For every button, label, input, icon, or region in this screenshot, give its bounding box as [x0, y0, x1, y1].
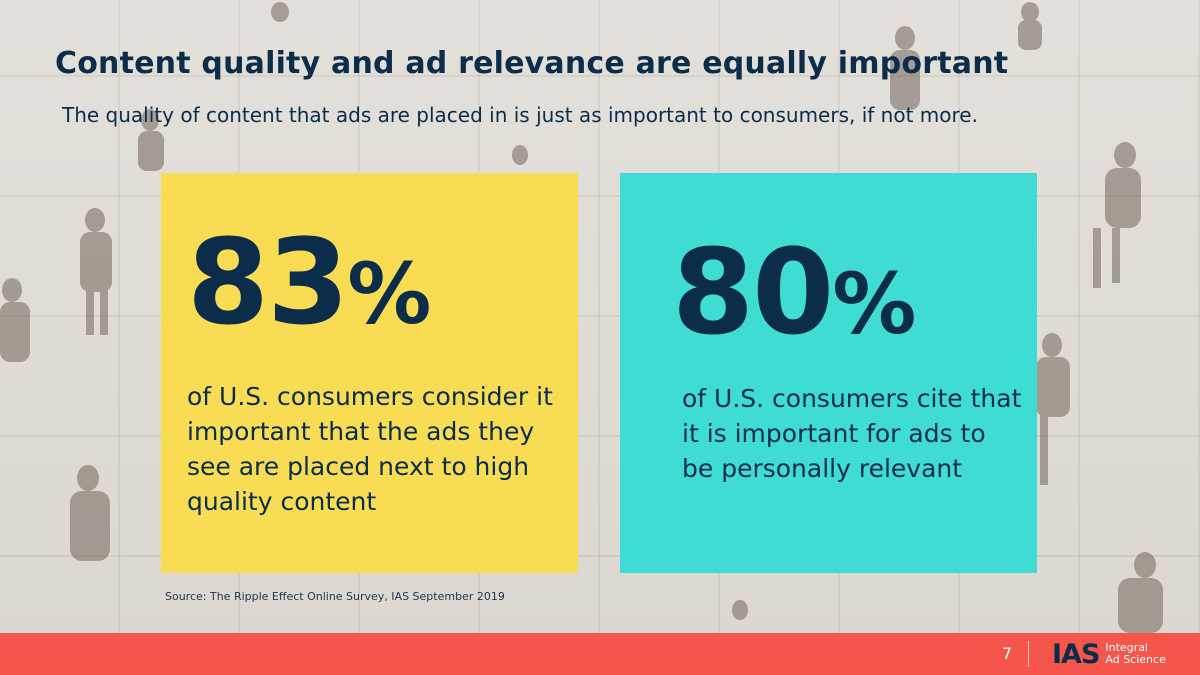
slide-title: Content quality and ad relevance are equ… [55, 46, 1009, 81]
logo-line-2: Ad Science [1105, 653, 1166, 666]
stat-description: of U.S. consumers cite that it is import… [682, 384, 1022, 483]
stat-value: 80% [672, 233, 916, 351]
stat-description: of U.S. consumers consider it important … [187, 382, 553, 516]
stat-value: 83% [187, 223, 431, 341]
footer-bar: 7 IAS Integral Ad Science [0, 633, 1200, 675]
stat-unit: % [347, 245, 432, 343]
stat-card-ad-relevance: 80% of U.S. consumers cite that it is im… [620, 173, 1037, 573]
logo-line-1: Integral [1105, 641, 1148, 654]
logo-wordmark: Integral Ad Science [1105, 642, 1165, 666]
stat-unit: % [832, 255, 917, 353]
logo-mark: IAS [1052, 638, 1100, 670]
footer-divider [1028, 641, 1029, 667]
stat-number: 83 [187, 213, 349, 351]
stat-number: 80 [672, 223, 834, 361]
stat-card-content-quality: 83% of U.S. consumers consider it import… [161, 173, 578, 573]
ias-logo: IAS Integral Ad Science [1052, 639, 1166, 669]
slide-subtitle: The quality of content that ads are plac… [62, 103, 978, 127]
page-number: 7 [1001, 644, 1012, 663]
source-note: Source: The Ripple Effect Online Survey,… [165, 590, 505, 603]
